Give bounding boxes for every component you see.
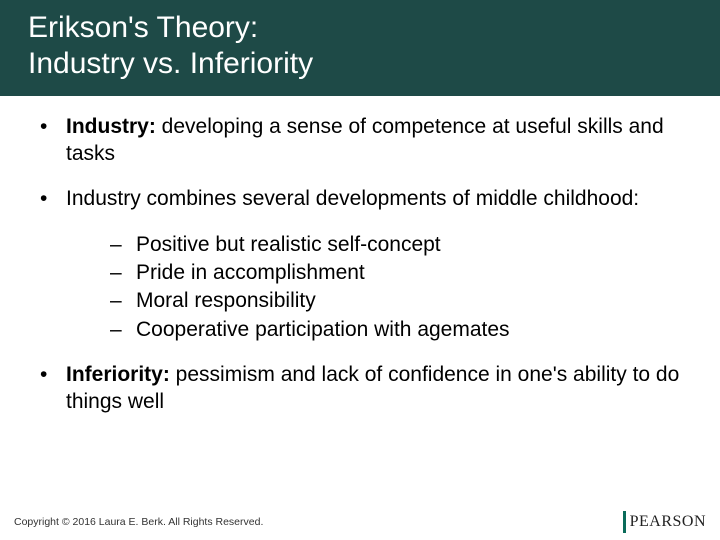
slide: Erikson's Theory: Industry vs. Inferiori… xyxy=(0,0,720,540)
bullet-rest: developing a sense of competence at usef… xyxy=(66,115,664,165)
bullet-dot-icon xyxy=(40,362,66,416)
sub-list: Positive but realistic self-concept Prid… xyxy=(110,231,680,344)
sub-item: Pride in accomplishment xyxy=(110,259,680,287)
dash-icon xyxy=(110,287,136,315)
title-line-1: Erikson's Theory: xyxy=(28,11,258,44)
brand-name: PEARSON xyxy=(630,513,706,531)
dash-icon xyxy=(110,316,136,344)
bullet-lead: Industry: xyxy=(66,115,156,138)
sub-item-text: Cooperative participation with agemates xyxy=(136,316,510,344)
bullet-lead: Inferiority: xyxy=(66,363,170,386)
bullet-text: Industry combines several developments o… xyxy=(66,186,680,213)
brand-logo: PEARSON xyxy=(623,511,706,533)
content-area: Industry: developing a sense of competen… xyxy=(0,96,720,540)
bullet-dot-icon xyxy=(40,186,66,213)
dash-icon xyxy=(110,259,136,287)
title-line-2: Industry vs. Inferiority xyxy=(28,47,313,80)
bullet-rest: Industry combines several developments o… xyxy=(66,187,639,210)
sub-item: Cooperative participation with agemates xyxy=(110,316,680,344)
bullet-industry: Industry: developing a sense of competen… xyxy=(40,114,680,168)
brand-bar-icon xyxy=(623,511,626,533)
sub-item-text: Moral responsibility xyxy=(136,287,316,315)
bullet-inferiority: Inferiority: pessimism and lack of confi… xyxy=(40,362,680,416)
copyright-text: Copyright © 2016 Laura E. Berk. All Righ… xyxy=(14,516,263,528)
bullet-developments: Industry combines several developments o… xyxy=(40,186,680,213)
sub-item-text: Positive but realistic self-concept xyxy=(136,231,441,259)
sub-item: Moral responsibility xyxy=(110,287,680,315)
dash-icon xyxy=(110,231,136,259)
slide-title: Erikson's Theory: Industry vs. Inferiori… xyxy=(28,10,692,82)
sub-item-text: Pride in accomplishment xyxy=(136,259,365,287)
bullet-text: Industry: developing a sense of competen… xyxy=(66,114,680,168)
bullet-dot-icon xyxy=(40,114,66,168)
footer: Copyright © 2016 Laura E. Berk. All Righ… xyxy=(0,504,720,540)
title-band: Erikson's Theory: Industry vs. Inferiori… xyxy=(0,0,720,96)
sub-item: Positive but realistic self-concept xyxy=(110,231,680,259)
bullet-text: Inferiority: pessimism and lack of confi… xyxy=(66,362,680,416)
